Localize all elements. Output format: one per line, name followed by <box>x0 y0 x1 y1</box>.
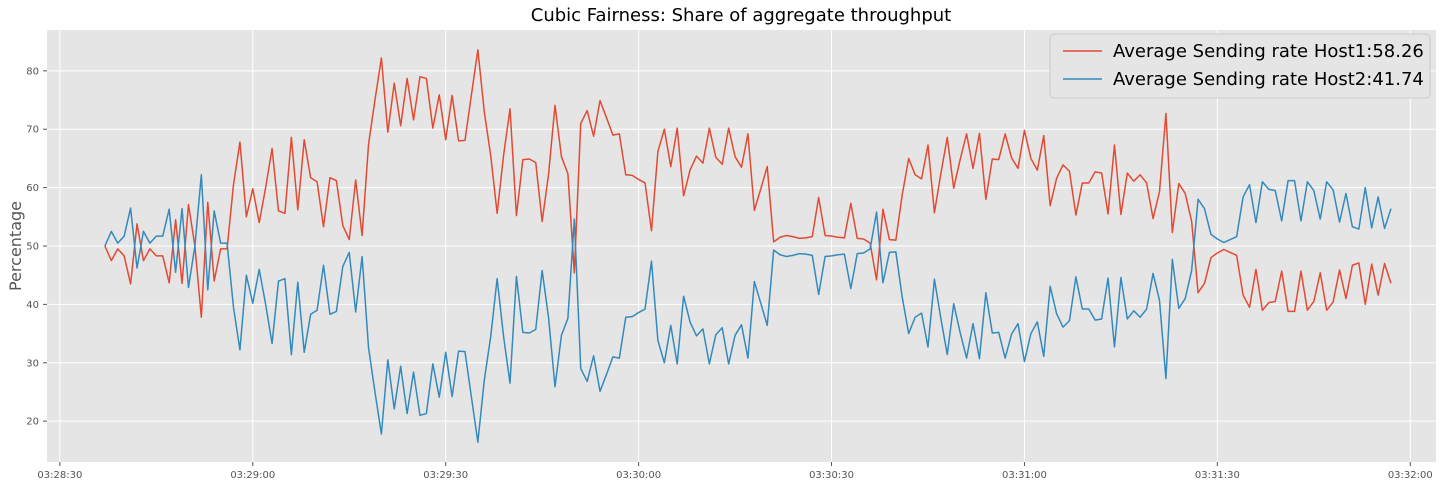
y-tick-label: 20 <box>26 417 39 428</box>
series-lines <box>104 49 1392 443</box>
legend-label-host1: Average Sending rate Host1:58.26 <box>1113 41 1424 62</box>
y-tick-label: 60 <box>26 183 39 194</box>
y-axis-ticks: 20 30 40 50 60 70 80 <box>26 66 47 428</box>
chart-title: Cubic Fairness: Share of aggregate throu… <box>531 5 952 26</box>
y-tick-label: 50 <box>26 242 39 253</box>
x-tick-label: 03:30:30 <box>809 470 854 481</box>
y-axis-label: Percentage <box>6 201 25 291</box>
x-tick-label: 03:32:00 <box>1388 470 1433 481</box>
series-line-host1 <box>104 49 1392 318</box>
legend: Average Sending rate Host1:58.26 Average… <box>1049 33 1431 99</box>
x-tick-label: 03:28:30 <box>37 470 82 481</box>
grid-lines <box>47 30 1436 462</box>
y-tick-label: 80 <box>26 66 39 77</box>
legend-label-host2: Average Sending rate Host2:41.74 <box>1113 69 1424 90</box>
x-tick-label: 03:31:30 <box>1195 470 1240 481</box>
x-tick-label: 03:31:00 <box>1002 470 1047 481</box>
y-tick-label: 30 <box>26 358 39 369</box>
x-tick-label: 03:29:30 <box>423 470 468 481</box>
x-tick-label: 03:29:00 <box>230 470 275 481</box>
y-tick-label: 40 <box>26 300 39 311</box>
series-line-host2 <box>104 174 1392 443</box>
x-tick-label: 03:30:00 <box>616 470 661 481</box>
y-tick-label: 70 <box>26 125 39 136</box>
legend-box <box>1049 33 1431 99</box>
x-axis-ticks: 03:28:30 03:29:00 03:29:30 03:30:00 03:30:30… <box>37 462 1433 481</box>
